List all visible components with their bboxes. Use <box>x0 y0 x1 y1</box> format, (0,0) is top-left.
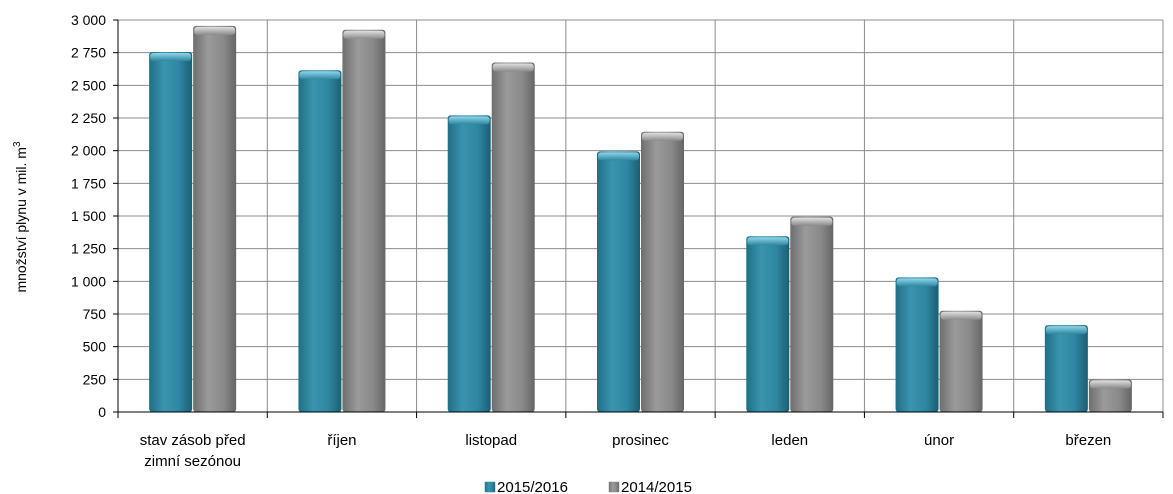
bar-2014-2015-highlight <box>1089 380 1131 389</box>
legend-label-2015-2016: 2015/2016 <box>497 479 568 494</box>
bar-2014-2015-highlight <box>791 217 833 226</box>
y-tick-label: 2 000 <box>71 143 106 159</box>
bar-2014-2015 <box>790 216 834 412</box>
y-axis-label: množství plynu v mil. m3 <box>12 141 29 292</box>
bar-2014-2015-highlight <box>194 26 236 35</box>
y-tick-label: 1 750 <box>71 175 106 191</box>
bar-2015-2016 <box>895 277 939 412</box>
bars <box>149 25 1132 413</box>
x-category-label: říjen <box>327 432 356 449</box>
x-axis: stav zásob před zimní sezónou říjen listopa… <box>117 411 1164 470</box>
y-axis: 0 250 500 750 1 000 1 250 1 500 1 750 2 000 2 250… <box>71 12 119 420</box>
bar-2015-2016 <box>447 115 491 413</box>
bar-2015-2016-highlight <box>896 278 938 287</box>
x-category-label: březen <box>1065 432 1111 449</box>
y-axis-label-text: množství plynu v mil. m <box>13 147 29 292</box>
legend-label-2014-2015: 2014/2015 <box>621 479 692 494</box>
bar-2015-2016 <box>746 236 790 412</box>
bar-2015-2016 <box>1044 325 1088 412</box>
legend: 2015/2016 2014/2015 <box>484 479 692 494</box>
y-tick-label: 1 250 <box>71 241 106 257</box>
y-tick-label: 2 500 <box>71 77 106 93</box>
bar-2015-2016 <box>298 70 342 412</box>
x-category-label: prosinec <box>612 432 669 449</box>
bar-2015-2016 <box>597 151 640 412</box>
bar-2014-2015-highlight <box>642 132 683 141</box>
x-category-label: leden <box>771 432 808 449</box>
bar-2014-2015-highlight <box>492 63 534 72</box>
bar-2014-2015 <box>939 310 983 412</box>
bar-2015-2016-highlight <box>150 53 192 62</box>
bar-2014-2015 <box>491 62 535 412</box>
x-category-label: listopad <box>465 432 517 449</box>
x-category-label: stav zásob před <box>140 432 246 449</box>
bar-2014-2015 <box>641 131 684 412</box>
bar-2014-2015 <box>342 29 386 413</box>
bar-2014-2015 <box>193 25 237 412</box>
x-category-label: zimní sezónou <box>144 453 241 470</box>
bar-2015-2016-highlight <box>747 237 789 246</box>
bar-2015-2016-highlight <box>1045 326 1087 335</box>
bar-2014-2015-highlight <box>940 311 982 320</box>
y-tick-label: 1 500 <box>71 208 106 224</box>
y-tick-label: 2 750 <box>71 45 106 61</box>
y-tick-label: 1 000 <box>71 273 106 289</box>
y-tick-label: 750 <box>83 306 107 322</box>
y-tick-label: 0 <box>98 404 106 420</box>
bar-2015-2016 <box>149 52 193 412</box>
bar-2015-2016-highlight <box>299 71 341 80</box>
bar-2015-2016-highlight <box>598 152 639 161</box>
x-category-label: únor <box>924 432 954 449</box>
y-tick-label: 500 <box>83 339 107 355</box>
y-tick-label: 250 <box>83 371 107 387</box>
y-tick-label: 2 250 <box>71 110 106 126</box>
bar-2015-2016-highlight <box>448 116 490 125</box>
bar-2014-2015-highlight <box>343 30 385 39</box>
y-axis-label-superscript: 3 <box>12 141 23 147</box>
y-tick-label: 3 000 <box>71 12 106 28</box>
legend-swatch-2015-2016 <box>484 481 496 493</box>
grid-lines <box>118 19 1164 413</box>
legend-swatch-2014-2015 <box>608 481 620 493</box>
